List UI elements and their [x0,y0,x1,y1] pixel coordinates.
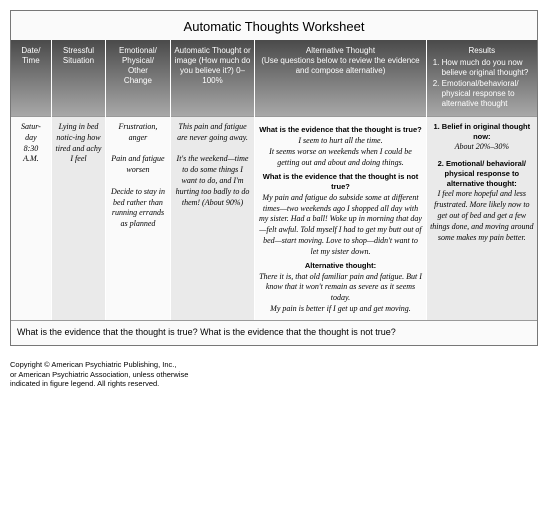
hdr-situation: Stressful Situation [51,40,105,117]
hdr-results-2: Emotional/behavioral/ physical response … [442,79,534,109]
hdr-results-1: How much do you now believe original tho… [442,58,534,78]
alt-a3: There it is, that old familiar pain and … [258,272,422,315]
worksheet-table: Date/ Time Stressful Situation Emotional… [11,40,537,320]
hdr-change: Emotional/ Physical/ Other Change [106,40,170,117]
hdr-results: Results How much do you now believe orig… [426,40,537,117]
date-text: Satur- day 8:30 A.M. [21,122,41,163]
res1-text: About 20%–30% [430,142,534,153]
res2-head: 2. Emotional/ behavioral/ physical respo… [430,159,534,189]
cell-results: 1. Belief in original thought now: About… [426,117,537,320]
hdr-date: Date/ Time [11,40,51,117]
copyright-text: Copyright © American Psychiatric Publish… [10,360,538,389]
hdr-alt: Alternative Thought (Use questions below… [255,40,426,117]
alt-q1: What is the evidence that the thought is… [258,125,422,135]
res1-head: 1. Belief in original thought now: [430,122,534,142]
auto-text: This pain and fatigue are never going aw… [176,122,250,207]
situation-text: Lying in bed notic-ing how tired and ach… [56,122,102,163]
alt-a1: I seem to hurt all the time. It seems wo… [258,136,422,168]
cell-date: Satur- day 8:30 A.M. [11,117,51,320]
change-text: Frustration, anger Pain and fatigue wors… [111,122,165,228]
hdr-results-title: Results [468,46,495,55]
footer-question: What is the evidence that the thought is… [11,320,537,345]
alt-q3: Alternative thought: [258,261,422,271]
cell-alt: What is the evidence that the thought is… [255,117,426,320]
cell-auto: This pain and fatigue are never going aw… [170,117,255,320]
worksheet-frame: Automatic Thoughts Worksheet Date/ Time … [10,10,538,346]
worksheet-title: Automatic Thoughts Worksheet [11,11,537,40]
cell-change: Frustration, anger Pain and fatigue wors… [106,117,170,320]
table-row: Satur- day 8:30 A.M. Lying in bed notic-… [11,117,537,320]
alt-q2: What is the evidence that the thought is… [258,172,422,192]
header-row: Date/ Time Stressful Situation Emotional… [11,40,537,117]
hdr-auto: Automatic Thought or image (How much do … [170,40,255,117]
cell-situation: Lying in bed notic-ing how tired and ach… [51,117,105,320]
res2-text: I feel more hopeful and less frustrated.… [430,189,534,243]
alt-a2: My pain and fatigue do subside some at d… [258,193,422,258]
